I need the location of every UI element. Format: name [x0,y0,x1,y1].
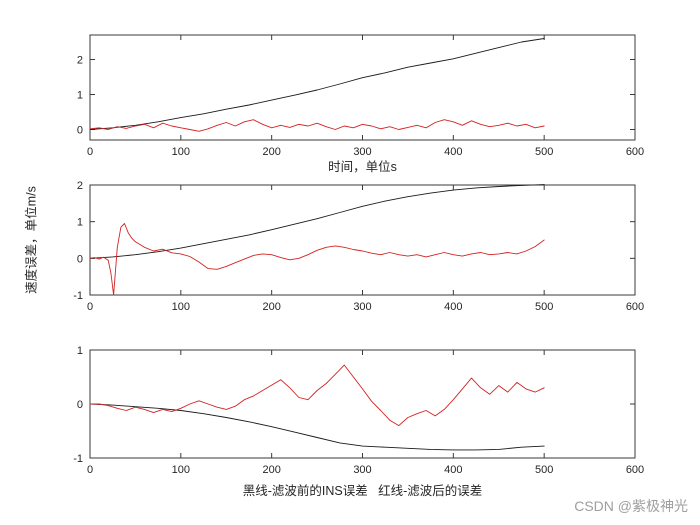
svg-text:2: 2 [77,55,83,67]
svg-text:300: 300 [353,464,371,476]
svg-text:0: 0 [87,146,93,158]
svg-text:100: 100 [172,301,190,313]
svg-text:500: 500 [535,301,553,313]
svg-text:200: 200 [262,464,280,476]
svg-text:100: 100 [172,464,190,476]
svg-text:500: 500 [535,464,553,476]
svg-text:300: 300 [353,301,371,313]
svg-text:0: 0 [77,253,83,265]
svg-text:600: 600 [626,464,644,476]
svg-text:400: 400 [444,146,462,158]
y-axis-label: 速度误差，单位m/s [24,186,39,294]
svg-text:-1: -1 [73,290,83,302]
svg-text:200: 200 [262,146,280,158]
svg-text:0: 0 [77,125,83,137]
svg-text:200: 200 [262,301,280,313]
svg-text:500: 500 [535,146,553,158]
svg-text:2: 2 [77,180,83,192]
svg-text:1: 1 [77,217,83,229]
svg-text:400: 400 [444,301,462,313]
svg-text:100: 100 [172,146,190,158]
svg-text:0: 0 [77,399,83,411]
svg-text:-1: -1 [73,453,83,465]
x-axis-label: 时间，单位s [328,160,397,174]
svg-text:0: 0 [87,301,93,313]
svg-text:400: 400 [444,464,462,476]
legend-caption: 黑线-滤波前的INS误差 红线-滤波后的误差 [242,484,483,498]
svg-text:300: 300 [353,146,371,158]
svg-text:1: 1 [77,90,83,102]
watermark-text: CSDN @紫极神光 [574,498,688,514]
svg-text:1: 1 [77,345,83,357]
svg-text:600: 600 [626,146,644,158]
svg-text:600: 600 [626,301,644,313]
svg-text:0: 0 [87,464,93,476]
